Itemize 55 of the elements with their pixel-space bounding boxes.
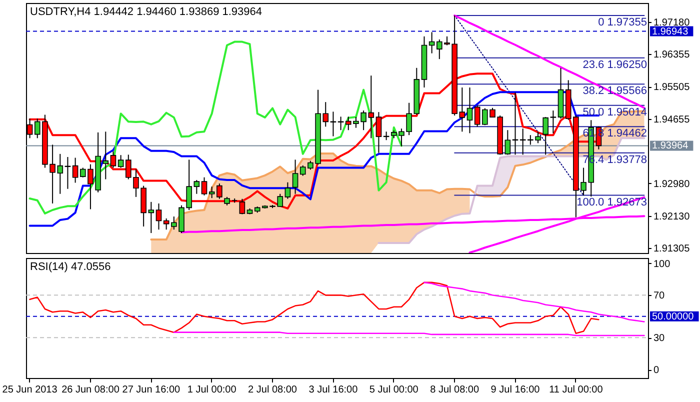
- candlestick: [504, 130, 511, 156]
- ref-line-label: 1.93964: [652, 140, 689, 152]
- y-tick-label: 1.95505: [654, 82, 690, 94]
- series-label: 38.2 1.95566: [582, 85, 647, 98]
- x-tick-label: 3 Jul 16:00: [308, 384, 358, 396]
- x-tick-label: 27 Jun 16:00: [122, 384, 181, 396]
- x-tick-label: 9 Jul 16:00: [490, 384, 540, 396]
- chart-title: USDTRY,H4 1.94442 1.94460 1.93869 1.93964: [30, 6, 262, 18]
- y-tick-label: 70: [654, 290, 666, 302]
- chart-title: RSI(14) 47.0556: [30, 261, 111, 273]
- candlestick: [216, 182, 222, 200]
- candlestick: [428, 32, 435, 54]
- line-series: [28, 40, 402, 214]
- x-tick-label: 26 Jun 08:00: [62, 384, 120, 396]
- y-tick-label: 1.96355: [654, 49, 690, 60]
- x-tick-label: 2 Jul 08:00: [248, 384, 298, 396]
- candlestick: [542, 116, 548, 156]
- y-tick-label: 30: [654, 333, 666, 344]
- y-tick-label: 1.97180: [654, 18, 690, 29]
- line-series: [424, 282, 645, 322]
- y-tick-label: 0: [654, 365, 660, 376]
- candlestick: [118, 154, 124, 168]
- y-tick-label: 1.92980: [654, 178, 690, 190]
- candlestick: [148, 201, 154, 234]
- ref-line-label: 50.00000: [652, 311, 694, 322]
- y-tick-label: 100: [654, 258, 671, 270]
- x-tick-label: 8 Jul 08:00: [430, 384, 480, 396]
- y-tick-label: 1.92130: [654, 212, 690, 223]
- x-tick-label: 25 Jun 2013: [2, 384, 58, 396]
- candlestick: [466, 86, 473, 134]
- line-series: [378, 137, 646, 244]
- candlestick: [110, 150, 116, 168]
- candlestick: [459, 86, 466, 132]
- candlestick: [376, 112, 382, 154]
- candlestick: [284, 182, 291, 200]
- candlestick: [550, 110, 556, 134]
- x-tick-label: 1 Jul 00:00: [187, 384, 237, 396]
- candlestick: [201, 176, 208, 196]
- candlestick: [194, 180, 200, 194]
- candlestick: [156, 202, 162, 230]
- candlestick: [292, 159, 298, 194]
- ref-line-label: 1.96943: [652, 26, 689, 38]
- candlestick: [474, 105, 480, 128]
- y-tick-label: 1.94655: [654, 114, 690, 126]
- x-tick-label: 5 Jul 00:00: [369, 384, 419, 396]
- line-series: [454, 14, 646, 109]
- line-series: [454, 14, 584, 196]
- x-tick-label: 11 Jul 00:00: [549, 384, 604, 396]
- candlestick: [208, 186, 215, 199]
- series-label: 61.8 1.94462: [582, 128, 647, 140]
- series-label: 0 1.97355: [598, 16, 647, 28]
- y-tick-label: 1.91305: [654, 243, 690, 254]
- line-series: [29, 282, 600, 334]
- series-label: 23.6 1.96250: [582, 58, 647, 71]
- candlestick: [72, 157, 78, 184]
